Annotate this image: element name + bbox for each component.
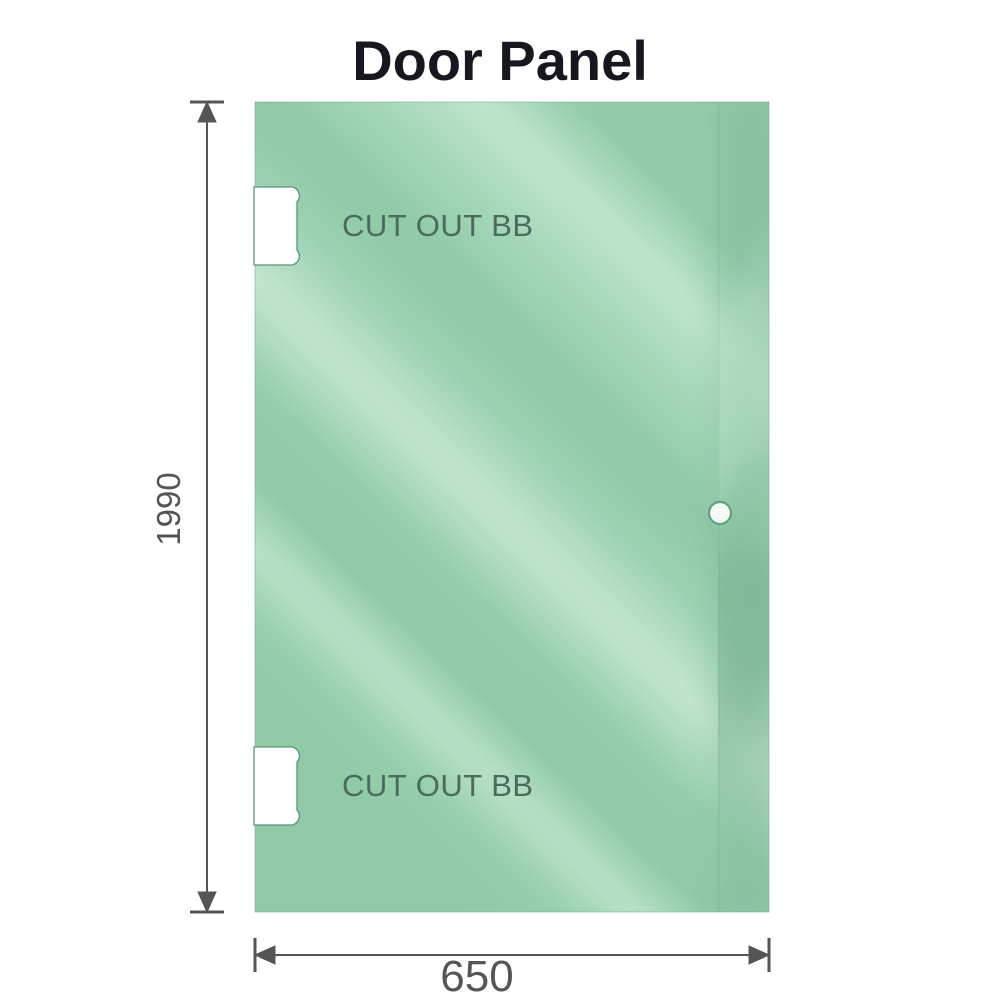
- svg-text:1990: 1990: [150, 472, 187, 545]
- svg-text:650: 650: [440, 952, 513, 1000]
- svg-text:CUT OUT BB: CUT OUT BB: [342, 208, 534, 243]
- svg-text:CUT OUT BB: CUT OUT BB: [342, 768, 534, 803]
